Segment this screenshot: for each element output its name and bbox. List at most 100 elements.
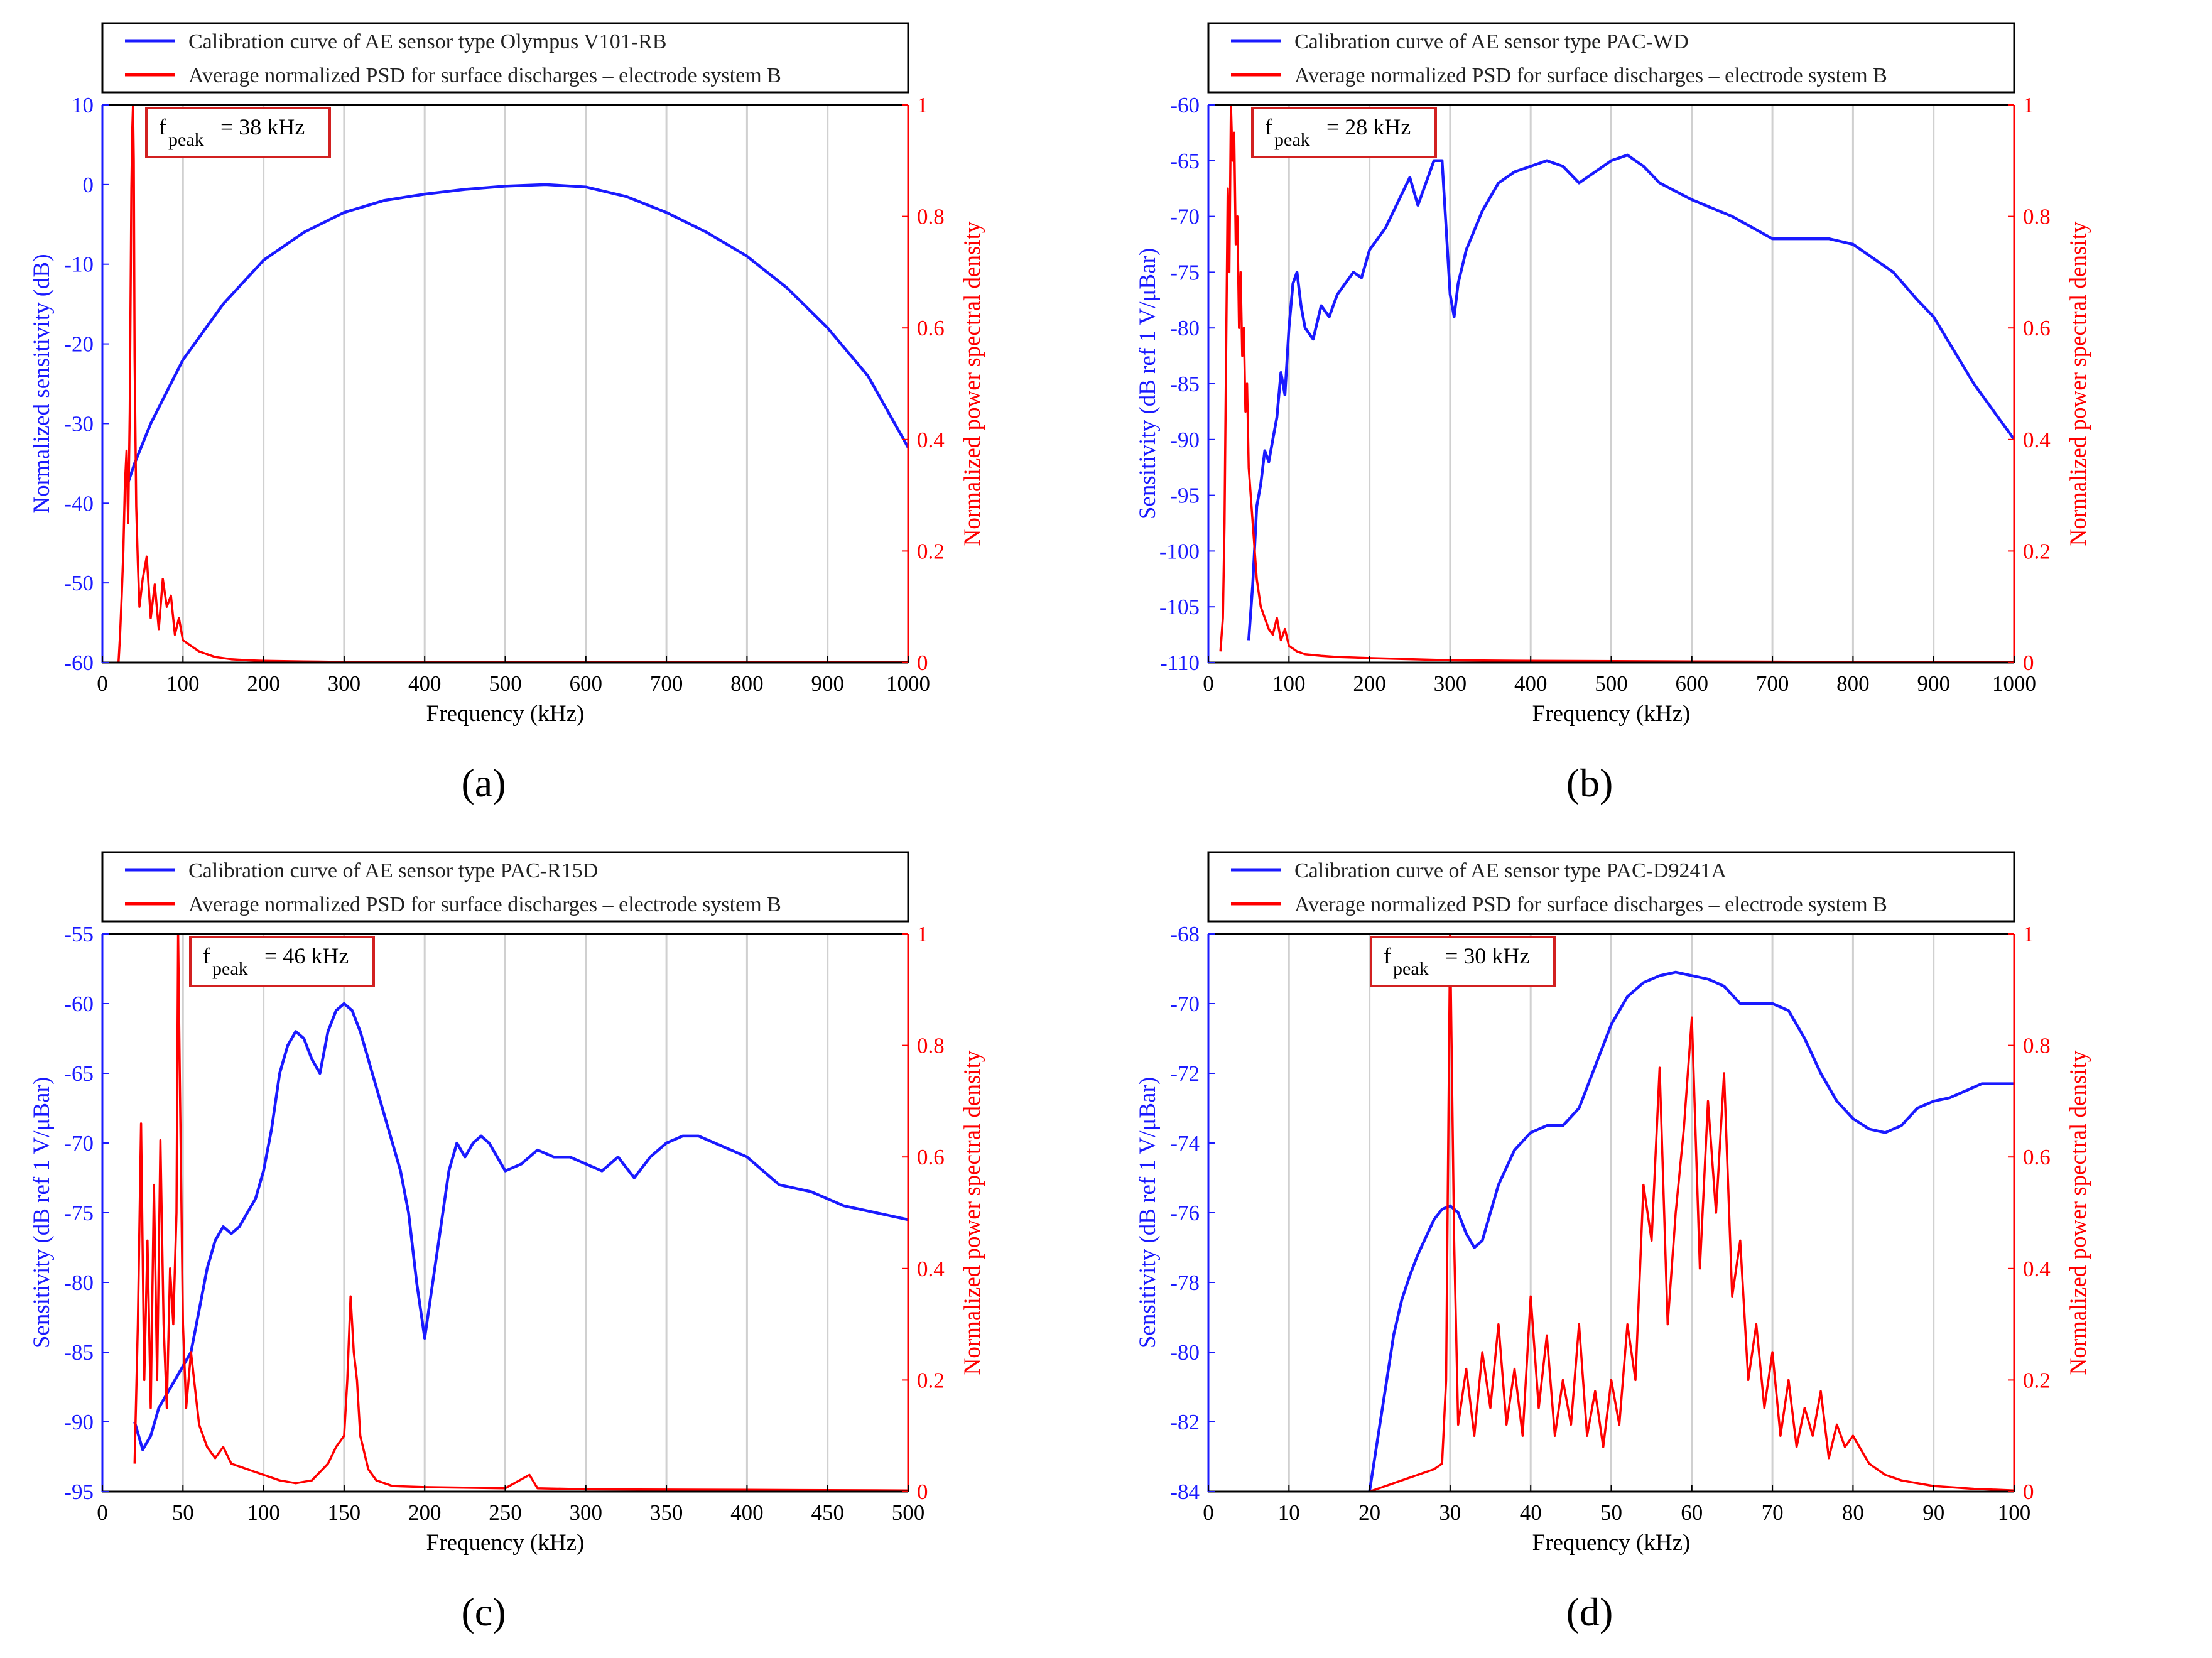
y-right-axis-label: Normalized power spectral density xyxy=(2066,1050,2091,1375)
x-tick-label: 400 xyxy=(408,671,442,696)
chart-panel-d: 0 10 20 30 40 50 60 70 80 90 100 -68 -70 -72 -74 -76 -78… xyxy=(1106,829,2212,1658)
y-left-tick-label: -70 xyxy=(1170,992,1200,1016)
y-left-axis-label: Normalized sensitivity (dB) xyxy=(29,254,55,513)
x-tick-label: 400 xyxy=(1514,671,1548,696)
x-tick-label: 0 xyxy=(1203,1500,1214,1525)
x-tick-label: 50 xyxy=(172,1500,194,1525)
legend-label-psd: Average normalized PSD for surface disch… xyxy=(188,64,781,87)
x-tick-label: 0 xyxy=(97,1500,108,1525)
panel-label-c: (c) xyxy=(461,1590,506,1634)
y-left-tick-label: -100 xyxy=(1159,539,1200,563)
series-line-psd xyxy=(133,933,909,1492)
fpeak-subscript: peak xyxy=(168,129,204,150)
y-right-tick-label: 0.2 xyxy=(917,1368,945,1392)
fpeak-value: = 38 kHz xyxy=(220,114,305,139)
x-tick-label: 250 xyxy=(489,1500,522,1525)
legend-box xyxy=(101,851,909,923)
y-left-tick-label: -90 xyxy=(64,1410,94,1434)
x-tick-label: 200 xyxy=(408,1500,442,1525)
y-right-tick-label: 0.8 xyxy=(917,205,945,229)
chart-d-svg: 0 10 20 30 40 50 60 70 80 90 100-68-70-72-74-76-78… xyxy=(1135,851,2091,1634)
legend: Calibration curve of AE sensor type PAC-… xyxy=(1207,22,2015,94)
y-right-tick-label: 0.4 xyxy=(917,428,945,452)
legend: Calibration curve of AE sensor type Olym… xyxy=(101,22,909,94)
y-right-tick-label: 0 xyxy=(2023,651,2034,675)
y-left-tick-label: -72 xyxy=(1170,1061,1200,1086)
y-right-tick-label: 0.4 xyxy=(2023,428,2051,452)
x-tick-label: 100 xyxy=(1998,1500,2031,1525)
x-tick-label: 200 xyxy=(247,671,280,696)
fpeak-value: = 28 kHz xyxy=(1326,114,1411,139)
fpeak-symbol: f xyxy=(1384,943,1391,968)
series-line-psd xyxy=(1219,104,2014,663)
x-tick-label: 100 xyxy=(1272,671,1306,696)
fpeak-frame xyxy=(1251,107,1437,158)
y-right-axis-label: Normalized power spectral density xyxy=(2066,221,2091,546)
y-left-tick-label: -65 xyxy=(1170,149,1200,173)
x-tick-label: 70 xyxy=(1762,1500,1784,1525)
chart-panel-b: 0 100 200 300 400 500 600 700 800 900 1000 -60 -65 -7… xyxy=(1106,0,2212,829)
chart-c-svg: 0 50 100 150 200 250 300 350 400 450 500 -55 -60 -65 -… xyxy=(29,851,985,1634)
y-left-tick-label: -110 xyxy=(1160,651,1200,675)
y-left-tick-label: -20 xyxy=(64,332,94,357)
legend-label-calibration: Calibration curve of AE sensor type PAC-… xyxy=(1294,859,1727,882)
panel-label-d: (d) xyxy=(1566,1590,1613,1634)
y-left-tick-label: -95 xyxy=(64,1480,94,1504)
x-tick-label: 500 xyxy=(1595,671,1628,696)
series-line-psd xyxy=(117,104,908,663)
legend-label-psd: Average normalized PSD for surface disch… xyxy=(188,893,781,916)
x-axis-label: Frequency (kHz) xyxy=(1532,701,1691,727)
chart-panel-a: 0 100 200 300 400 500 600 700 800 900 1000 10 0 -10 -2… xyxy=(0,0,1106,829)
x-tick-label: 800 xyxy=(730,671,764,696)
legend-box xyxy=(1207,851,2015,923)
y-right-tick-label: 0.6 xyxy=(2023,1145,2051,1169)
legend-label-calibration: Calibration curve of AE sensor type PAC-… xyxy=(1294,30,1689,53)
y-left-axis-label: Sensitivity (dB ref 1 V/μBar) xyxy=(1135,248,1161,519)
y-left-tick-label: -60 xyxy=(64,651,94,675)
x-tick-label: 300 xyxy=(570,1500,603,1525)
x-tick-label: 60 xyxy=(1681,1500,1703,1525)
y-left-tick-label: -84 xyxy=(1170,1480,1200,1504)
x-axis-label: Frequency (kHz) xyxy=(426,701,585,727)
y-left-tick-label: -80 xyxy=(1170,1340,1200,1365)
y-left-tick-label: -50 xyxy=(64,571,94,595)
y-left-tick-label: -30 xyxy=(64,411,94,436)
y-left-tick-label: -40 xyxy=(64,491,94,516)
x-tick-label: 350 xyxy=(650,1500,683,1525)
x-tick-label: 100 xyxy=(166,671,200,696)
x-tick-label: 500 xyxy=(489,671,522,696)
series-line-calibration xyxy=(125,183,909,488)
y-left-tick-label: -68 xyxy=(1170,922,1200,946)
y-left-tick-label: -82 xyxy=(1170,1410,1200,1434)
legend-box xyxy=(1207,22,2015,94)
x-tick-label: 0 xyxy=(97,671,108,696)
legend-label-calibration: Calibration curve of AE sensor type Olym… xyxy=(188,30,666,53)
y-left-tick-label: -80 xyxy=(1170,316,1200,340)
y-left-tick-label: -80 xyxy=(64,1271,94,1295)
fpeak-frame xyxy=(189,936,375,987)
y-right-tick-label: 0.4 xyxy=(2023,1257,2051,1281)
x-axis-label: Frequency (kHz) xyxy=(426,1530,585,1556)
x-tick-label: 500 xyxy=(892,1500,925,1525)
x-tick-label: 150 xyxy=(328,1500,361,1525)
fpeak-subscript: peak xyxy=(212,958,248,979)
panel-label-a: (a) xyxy=(461,761,506,805)
y-right-tick-label: 0 xyxy=(917,1480,928,1504)
fpeak-value: = 30 kHz xyxy=(1445,943,1529,968)
x-tick-label: 600 xyxy=(570,671,603,696)
legend-label-calibration: Calibration curve of AE sensor type PAC-… xyxy=(188,859,598,882)
fpeak-frame xyxy=(1370,936,1556,987)
y-right-tick-label: 1 xyxy=(917,93,928,117)
x-tick-label: 400 xyxy=(730,1500,764,1525)
x-tick-label: 700 xyxy=(650,671,683,696)
y-right-tick-label: 0 xyxy=(2023,1480,2034,1504)
y-right-axis-label: Normalized power spectral density xyxy=(960,221,985,546)
y-left-tick-label: -95 xyxy=(1170,484,1200,508)
y-right-tick-label: 0.2 xyxy=(2023,539,2051,563)
chart-panel-c: 0 50 100 150 200 250 300 350 400 450 500 -55 -60 -65 -… xyxy=(0,829,1106,1658)
y-left-axis-label: Sensitivity (dB ref 1 V/μBar) xyxy=(1135,1077,1161,1348)
y-left-tick-label: -85 xyxy=(64,1340,94,1365)
